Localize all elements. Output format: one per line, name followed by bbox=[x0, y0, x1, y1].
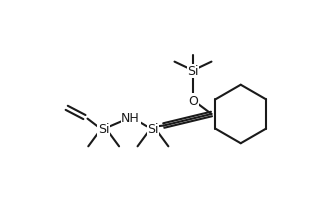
Text: O: O bbox=[188, 94, 198, 107]
Text: Si: Si bbox=[98, 122, 110, 135]
Text: Si: Si bbox=[147, 122, 159, 135]
Text: NH: NH bbox=[121, 111, 140, 124]
Text: Si: Si bbox=[187, 65, 199, 78]
